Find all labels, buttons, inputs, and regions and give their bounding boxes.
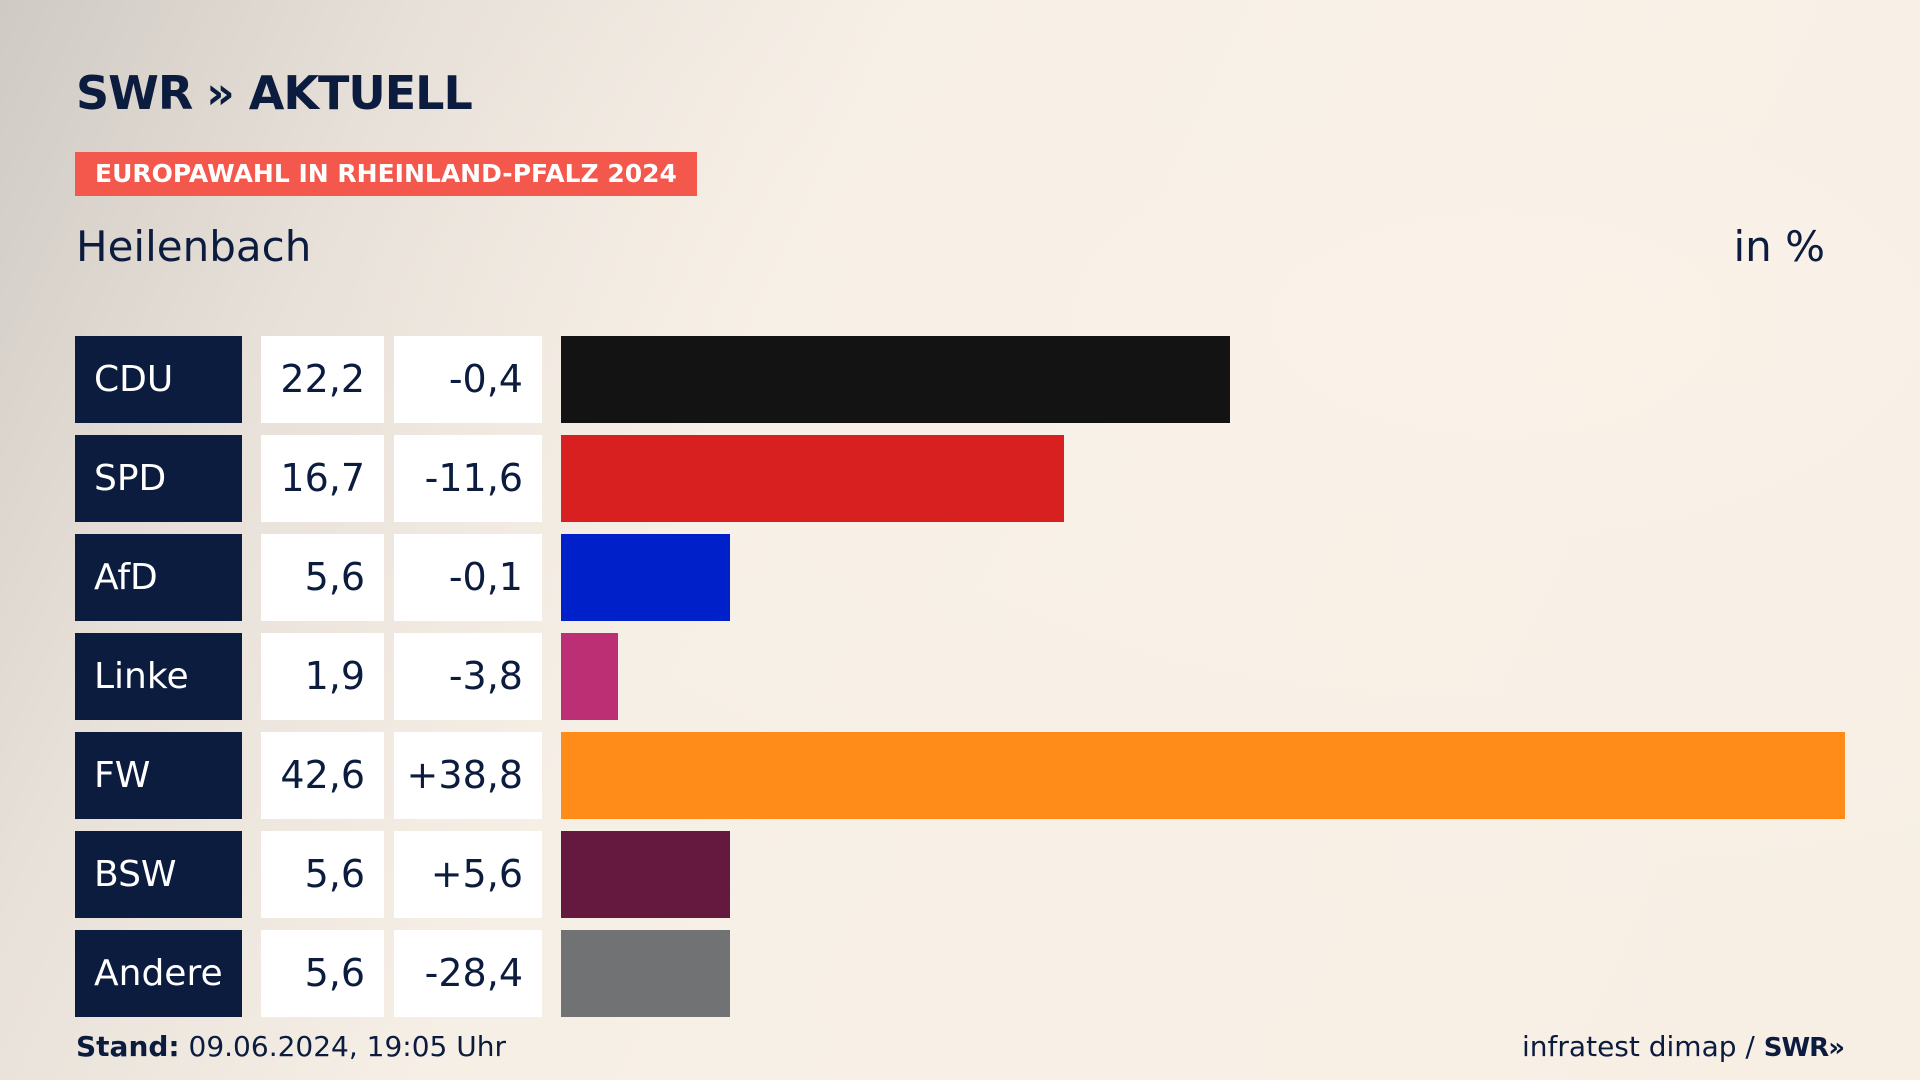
- stand-label: Stand:: [76, 1030, 180, 1063]
- result-row: AfD 5,6 -0,1: [75, 534, 1845, 621]
- vote-share-value: 1,9: [261, 633, 384, 720]
- party-label: CDU: [75, 336, 242, 423]
- party-label: FW: [75, 732, 242, 819]
- result-bar: [561, 435, 1064, 522]
- vote-share-value: 5,6: [261, 534, 384, 621]
- vote-share-value: 16,7: [261, 435, 384, 522]
- vote-change-value: -0,4: [394, 336, 542, 423]
- vote-share-value: 42,6: [261, 732, 384, 819]
- swr-aktuell-logo: SWR » AKTUELL: [76, 66, 473, 120]
- result-bar: [561, 732, 1845, 819]
- result-row: Linke 1,9 -3,8: [75, 633, 1845, 720]
- party-label: AfD: [75, 534, 242, 621]
- vote-change-value: +5,6: [394, 831, 542, 918]
- party-label: Linke: [75, 633, 242, 720]
- source-swr-logo: SWR»: [1763, 1033, 1845, 1063]
- vote-change-value: -0,1: [394, 534, 542, 621]
- result-bar: [561, 336, 1230, 423]
- result-row: SPD 16,7 -11,6: [75, 435, 1845, 522]
- vote-share-value: 22,2: [261, 336, 384, 423]
- logo-aktuell: AKTUELL: [248, 66, 473, 120]
- result-bar: [561, 633, 618, 720]
- vote-change-value: -28,4: [394, 930, 542, 1017]
- timestamp: Stand: 09.06.2024, 19:05 Uhr: [76, 1030, 506, 1063]
- result-bar: [561, 534, 730, 621]
- vote-change-value: +38,8: [394, 732, 542, 819]
- source-credit: infratest dimap / SWR»: [1522, 1030, 1845, 1063]
- party-label: SPD: [75, 435, 242, 522]
- result-row: FW 42,6 +38,8: [75, 732, 1845, 819]
- result-row: BSW 5,6 +5,6: [75, 831, 1845, 918]
- party-label: Andere: [75, 930, 242, 1017]
- stand-value: 09.06.2024, 19:05 Uhr: [188, 1030, 506, 1063]
- municipality-title: Heilenbach: [76, 222, 312, 271]
- source-text: infratest dimap /: [1522, 1030, 1755, 1063]
- result-row: Andere 5,6 -28,4: [75, 930, 1845, 1017]
- result-row: CDU 22,2 -0,4: [75, 336, 1845, 423]
- logo-chevrons-icon: »: [206, 67, 235, 119]
- vote-share-value: 5,6: [261, 930, 384, 1017]
- result-bar: [561, 831, 730, 918]
- vote-change-value: -3,8: [394, 633, 542, 720]
- vote-change-value: -11,6: [394, 435, 542, 522]
- vote-share-value: 5,6: [261, 831, 384, 918]
- unit-label: in %: [1733, 222, 1825, 271]
- logo-swr: SWR: [76, 66, 193, 120]
- election-banner: EUROPAWAHL IN RHEINLAND-PFALZ 2024: [75, 152, 697, 196]
- result-bar: [561, 930, 730, 1017]
- party-label: BSW: [75, 831, 242, 918]
